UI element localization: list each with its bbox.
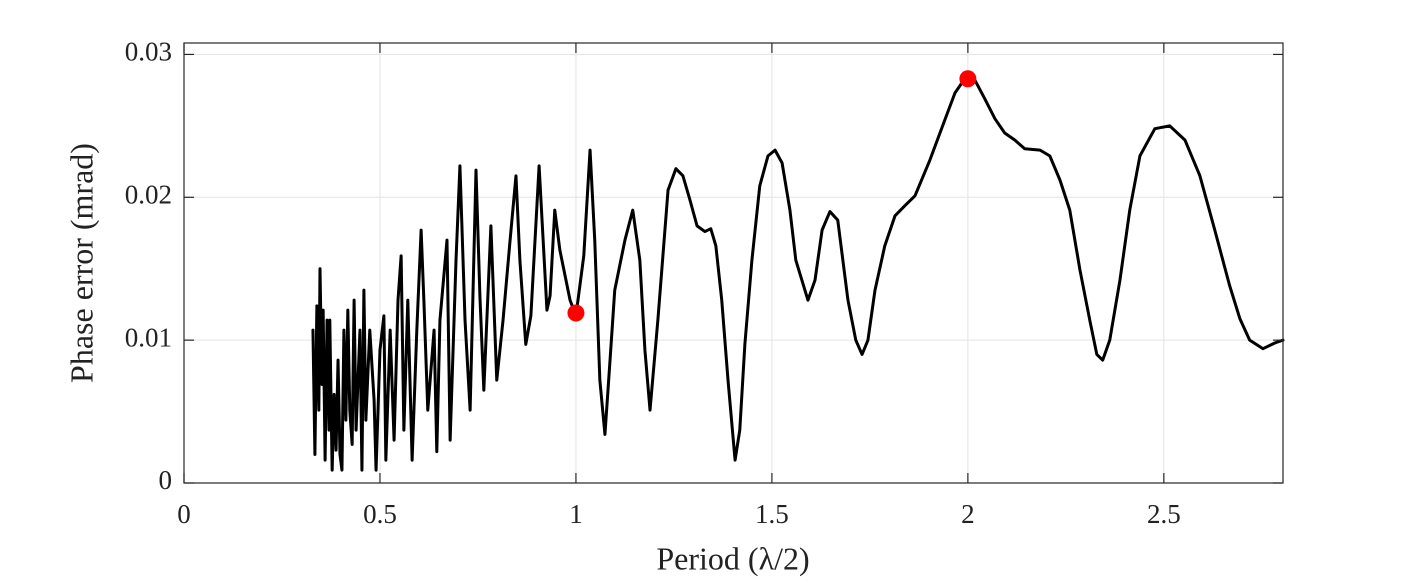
marks-layer — [311, 70, 1285, 472]
x-tick-label: 1.5 — [755, 499, 789, 529]
x-axis-label: Period (λ/2) — [656, 540, 809, 576]
x-tick-label: 0.5 — [363, 499, 397, 529]
line-series — [311, 77, 1285, 472]
x-tick-label: 2.5 — [1147, 499, 1181, 529]
highlight-point — [567, 304, 585, 322]
highlight-point — [959, 70, 977, 88]
y-tick-label: 0 — [159, 465, 173, 495]
y-axis-label: Phase error (mrad) — [63, 143, 99, 383]
y-tick-label: 0.01 — [125, 322, 172, 352]
x-tick-label: 0 — [177, 499, 191, 529]
x-tick-label: 1 — [569, 499, 583, 529]
y-tick-label: 0.02 — [125, 179, 172, 209]
y-tick-label: 0.03 — [125, 37, 172, 67]
x-tick-label: 2 — [961, 499, 975, 529]
axes-frame — [183, 42, 1284, 484]
